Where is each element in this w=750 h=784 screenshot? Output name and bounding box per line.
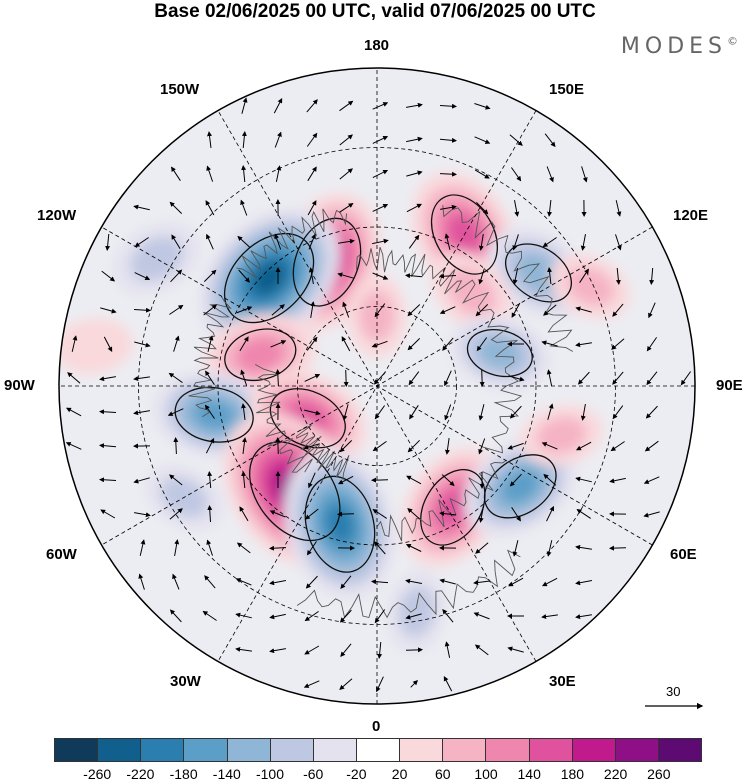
colorbar-tick-label: -60 bbox=[303, 766, 323, 782]
lon-label-90e: 90E bbox=[716, 377, 743, 394]
lon-label-60w: 60W bbox=[46, 546, 77, 563]
colorbar-tick-label: 20 bbox=[392, 766, 408, 782]
wind-vector bbox=[406, 650, 422, 651]
vector-scale-label: 30 bbox=[666, 684, 680, 699]
colorbar-tick-label: 180 bbox=[561, 766, 584, 782]
wind-vector bbox=[338, 514, 354, 515]
colorbar-cell bbox=[486, 739, 529, 761]
colorbar-tick-label: 220 bbox=[604, 766, 627, 782]
colorbar-tick-label: 60 bbox=[435, 766, 451, 782]
colorbar-cell bbox=[573, 739, 616, 761]
colorbar-cell bbox=[184, 739, 227, 761]
lon-label-60e: 60E bbox=[670, 546, 697, 563]
colorbar-cell bbox=[271, 739, 314, 761]
colorbar-cell bbox=[228, 739, 271, 761]
colorbar-cell bbox=[141, 739, 184, 761]
colorbar-ticks: -260 -220 -180 -140 -100 -60 -20 20 60 100 140 180 2… bbox=[0, 766, 750, 784]
colorbar-tick-label: -180 bbox=[170, 766, 198, 782]
colorbar-cell bbox=[530, 739, 573, 761]
lon-label-150e: 150E bbox=[549, 81, 584, 98]
colorbar-cell bbox=[357, 739, 400, 761]
colorbar-cell bbox=[314, 739, 357, 761]
lon-label-180: 180 bbox=[364, 37, 389, 54]
colorbar-cell bbox=[616, 739, 659, 761]
lon-label-120w: 120W bbox=[37, 207, 76, 224]
colorbar-tick-label: -260 bbox=[83, 766, 111, 782]
lon-label-0: 0 bbox=[372, 718, 380, 735]
wind-vector bbox=[482, 370, 483, 386]
colorbar-cell bbox=[400, 739, 443, 761]
wind-vector bbox=[346, 370, 347, 386]
colorbar bbox=[54, 738, 702, 762]
colorbar-tick-label: -220 bbox=[126, 766, 154, 782]
lon-label-90w: 90W bbox=[4, 377, 35, 394]
lon-label-150w: 150W bbox=[160, 81, 199, 98]
lon-label-30e: 30E bbox=[549, 673, 576, 690]
colorbar-cell bbox=[55, 739, 98, 761]
colorbar-cell bbox=[98, 739, 141, 761]
colorbar-tick-label: 100 bbox=[474, 766, 497, 782]
colorbar-tick-label: -140 bbox=[213, 766, 241, 782]
colorbar-tick-label: -20 bbox=[346, 766, 366, 782]
colorbar-cell bbox=[443, 739, 486, 761]
colorbar-tick-label: 140 bbox=[518, 766, 541, 782]
colorbar-cell bbox=[659, 739, 701, 761]
lon-label-120e: 120E bbox=[673, 207, 708, 224]
wind-vector bbox=[610, 548, 626, 549]
lon-label-30w: 30W bbox=[170, 673, 201, 690]
colorbar-tick-label: -100 bbox=[256, 766, 284, 782]
colorbar-tick-label: 260 bbox=[647, 766, 670, 782]
wind-vector bbox=[278, 438, 279, 454]
